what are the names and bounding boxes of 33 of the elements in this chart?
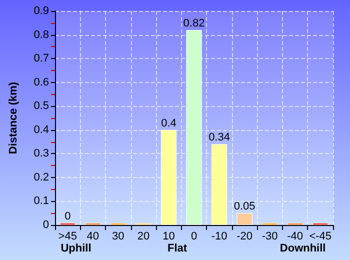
y-tick-label: 0.7 (34, 52, 49, 65)
x-tick-label: <-45 (309, 230, 332, 242)
data-label: 0 (64, 210, 71, 222)
bar (211, 144, 228, 225)
bar (160, 130, 177, 225)
data-label: 0.82 (183, 18, 205, 30)
data-label: 0.05 (234, 200, 256, 213)
y-tick-label: 0.6 (34, 76, 49, 88)
x-tick-label: -30 (262, 230, 278, 242)
y-tick-label: 0.9 (34, 5, 49, 17)
y-axis-title: Distance (km) (8, 82, 20, 154)
x-tick-label: 10 (162, 230, 175, 242)
x-tick-label: -20 (236, 230, 252, 242)
x-tick-label: 0 (190, 230, 198, 242)
y-tick-label: 0.5 (34, 100, 49, 112)
x-tick-label: -10 (211, 230, 228, 242)
text: Downhill (280, 242, 326, 254)
data-label: 0.34 (208, 132, 230, 144)
x-tick-label: 40 (86, 230, 100, 242)
x-tick-label: 20 (137, 230, 150, 242)
x-tick-label: >45 (58, 230, 77, 242)
y-tick-label: 0.2 (34, 171, 49, 184)
y-tick-label: 0.4 (34, 124, 49, 136)
data-label: 0.4 (161, 117, 176, 130)
y-tick-label: 0.1 (34, 195, 49, 208)
y-tick-label: 0 (42, 219, 49, 231)
x-tick-label: -40 (287, 230, 304, 242)
text: Uphill (60, 242, 92, 254)
x-tick-label: 30 (112, 230, 124, 242)
y-tick-label: 0.3 (34, 148, 49, 160)
bar (186, 30, 202, 225)
y-tick-label: 0.8 (34, 28, 49, 41)
text: Flat (168, 242, 188, 254)
